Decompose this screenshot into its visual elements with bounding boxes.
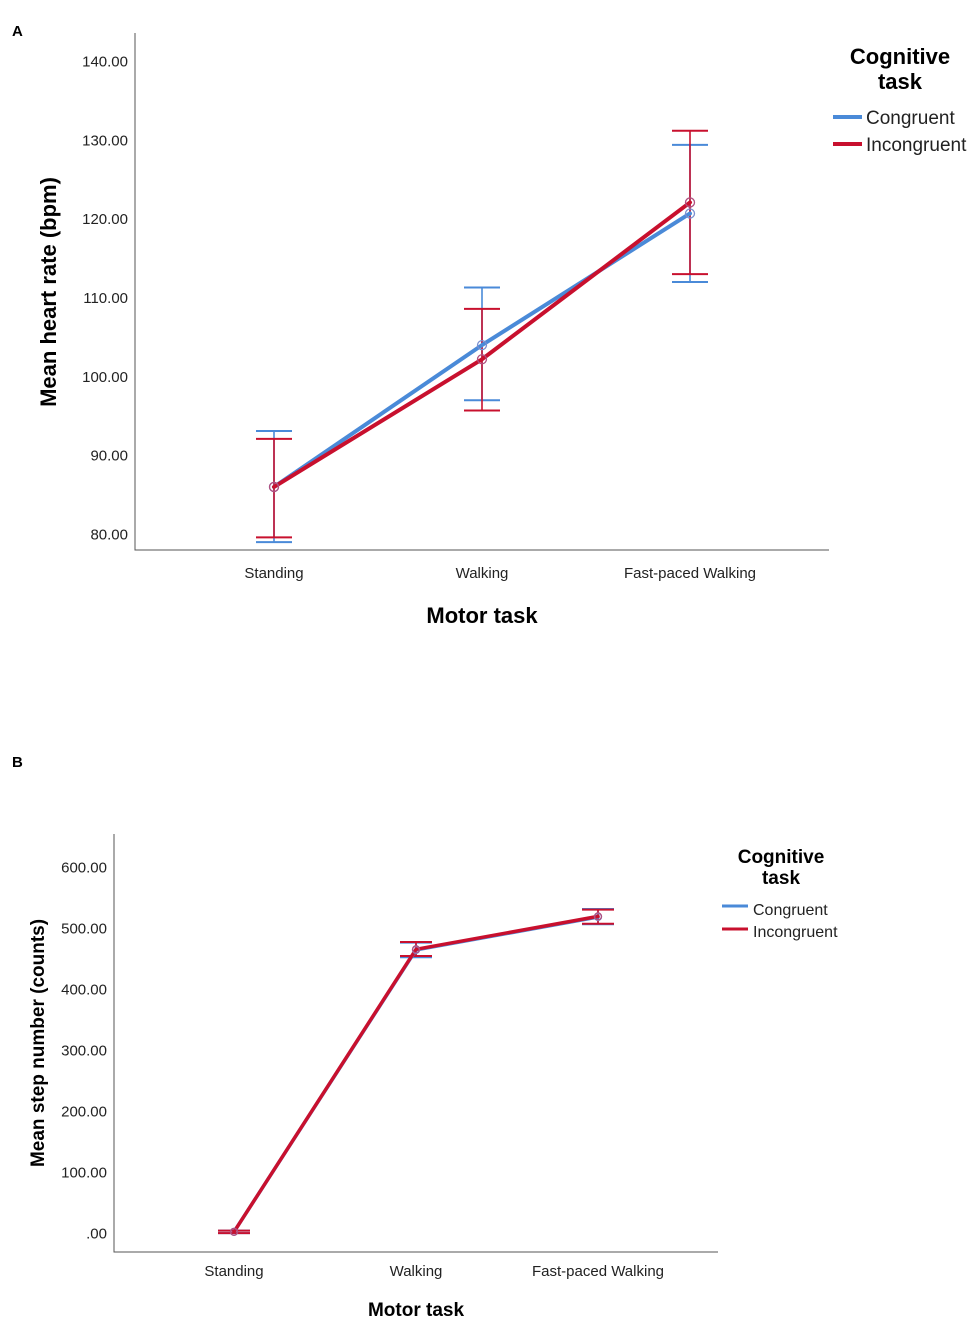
panel-b-y-tick-label: 300.00	[61, 1043, 107, 1060]
panel-b-y-tick-label: 100.00	[61, 1165, 107, 1182]
panel-a-legend-label-incongruent: Incongruent	[866, 135, 967, 156]
panel-a-y-tick-label: 100.00	[82, 369, 128, 386]
panel-a-point-incongruent	[684, 197, 696, 208]
panel-a-point-incongruent	[268, 481, 280, 493]
panel-b-point-incongruent	[593, 912, 603, 921]
panel-a-y-tick-label: 90.00	[90, 448, 128, 465]
panel-b-point-incongruent	[411, 945, 421, 954]
panel-b: B .00 100.00 200.00 300.00 400.00 500.00 600.0…	[12, 754, 838, 1321]
panel-a-y-tick-label: 110.00	[83, 290, 128, 307]
panel-b-y-tick-label: 600.00	[61, 859, 107, 876]
panel-b-y-axis-title: Mean step number (counts)	[28, 919, 49, 1167]
panel-a-y-axis-title: Mean heart rate (bpm)	[36, 177, 61, 407]
panel-a-point-incongruent	[476, 354, 488, 365]
panel-b-line-incongruent	[232, 914, 600, 1234]
panel-b-y-tick-label: 500.00	[61, 920, 107, 937]
panel-b-axes	[113, 834, 718, 1253]
panel-b-y-tick-label: 400.00	[61, 982, 107, 999]
panel-b-legend-title-line2: task	[762, 868, 800, 889]
panel-a-point-congruent	[476, 339, 488, 351]
panel-a-legend-title-line2: task	[878, 69, 923, 94]
panel-a-x-tick-label: Walking	[456, 565, 509, 582]
panel-b-legend-label-congruent: Congruent	[753, 902, 828, 919]
panel-a-line-congruent	[272, 211, 692, 489]
panel-a-y-tick-label: 80.00	[90, 526, 128, 543]
panel-a-x-tick-label: Standing	[244, 565, 303, 582]
panel-b-y-tick-label: 200.00	[61, 1104, 107, 1121]
panel-b-x-tick-label: Standing	[204, 1263, 263, 1280]
panel-a-legend-label-congruent: Congruent	[866, 108, 955, 129]
panel-b-legend-label-incongruent: Incongruent	[753, 924, 838, 941]
panel-b-line-congruent	[232, 915, 600, 1234]
panel-a-x-axis-title: Motor task	[426, 603, 538, 628]
panel-a-y-tick-label: 140.00	[82, 54, 128, 71]
panel-a-label: A	[12, 23, 23, 40]
panel-b-point-incongruent	[229, 1227, 239, 1237]
panel-a-y-tick-label: 120.00	[82, 211, 128, 228]
panel-a-axes	[134, 33, 829, 551]
panel-b-x-tick-label: Walking	[390, 1263, 443, 1280]
panel-a-line-incongruent	[272, 200, 692, 489]
panel-b-x-tick-label: Fast-paced Walking	[532, 1263, 664, 1280]
panel-a: A 80.00 90.00 100.00 110.00 120.00 130.00 140.…	[12, 23, 967, 628]
panel-a-legend: Cognitive task Congruent Incongruent	[833, 44, 967, 156]
panel-a-y-tick-label: 130.00	[82, 132, 128, 149]
panel-a-x-tick-label: Fast-paced Walking	[624, 565, 756, 582]
panel-b-y-tick-label: .00	[86, 1226, 107, 1243]
panel-b-legend: Cognitive task Congruent Incongruent	[722, 847, 838, 941]
panel-a-legend-title-line1: Cognitive	[850, 44, 950, 69]
panel-b-x-axis-title: Motor task	[368, 1300, 465, 1321]
panel-b-legend-title-line1: Cognitive	[738, 847, 825, 868]
panel-b-label: B	[12, 754, 23, 771]
panel-a-point-congruent	[684, 208, 696, 219]
